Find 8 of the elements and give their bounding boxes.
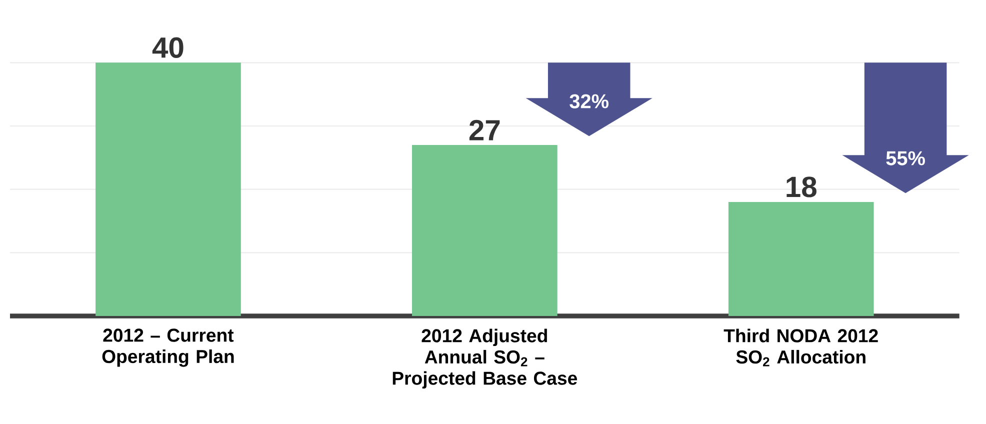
annotation: 55% [886,151,925,166]
x-tick-label: 2012 – Current Operating Plan [102,328,234,367]
data-label: 27 [469,120,500,140]
annotation: 32% [570,94,609,108]
x-tick-label: 2012 Adjusted Annual SO$_{2}$ – Projected Base Case [392,328,578,389]
data-label: 40 [152,37,184,58]
data-label: 18 [786,176,816,198]
x-tick-label: Third NODA 2012 SO$_{2}$ Allocation [724,328,878,366]
